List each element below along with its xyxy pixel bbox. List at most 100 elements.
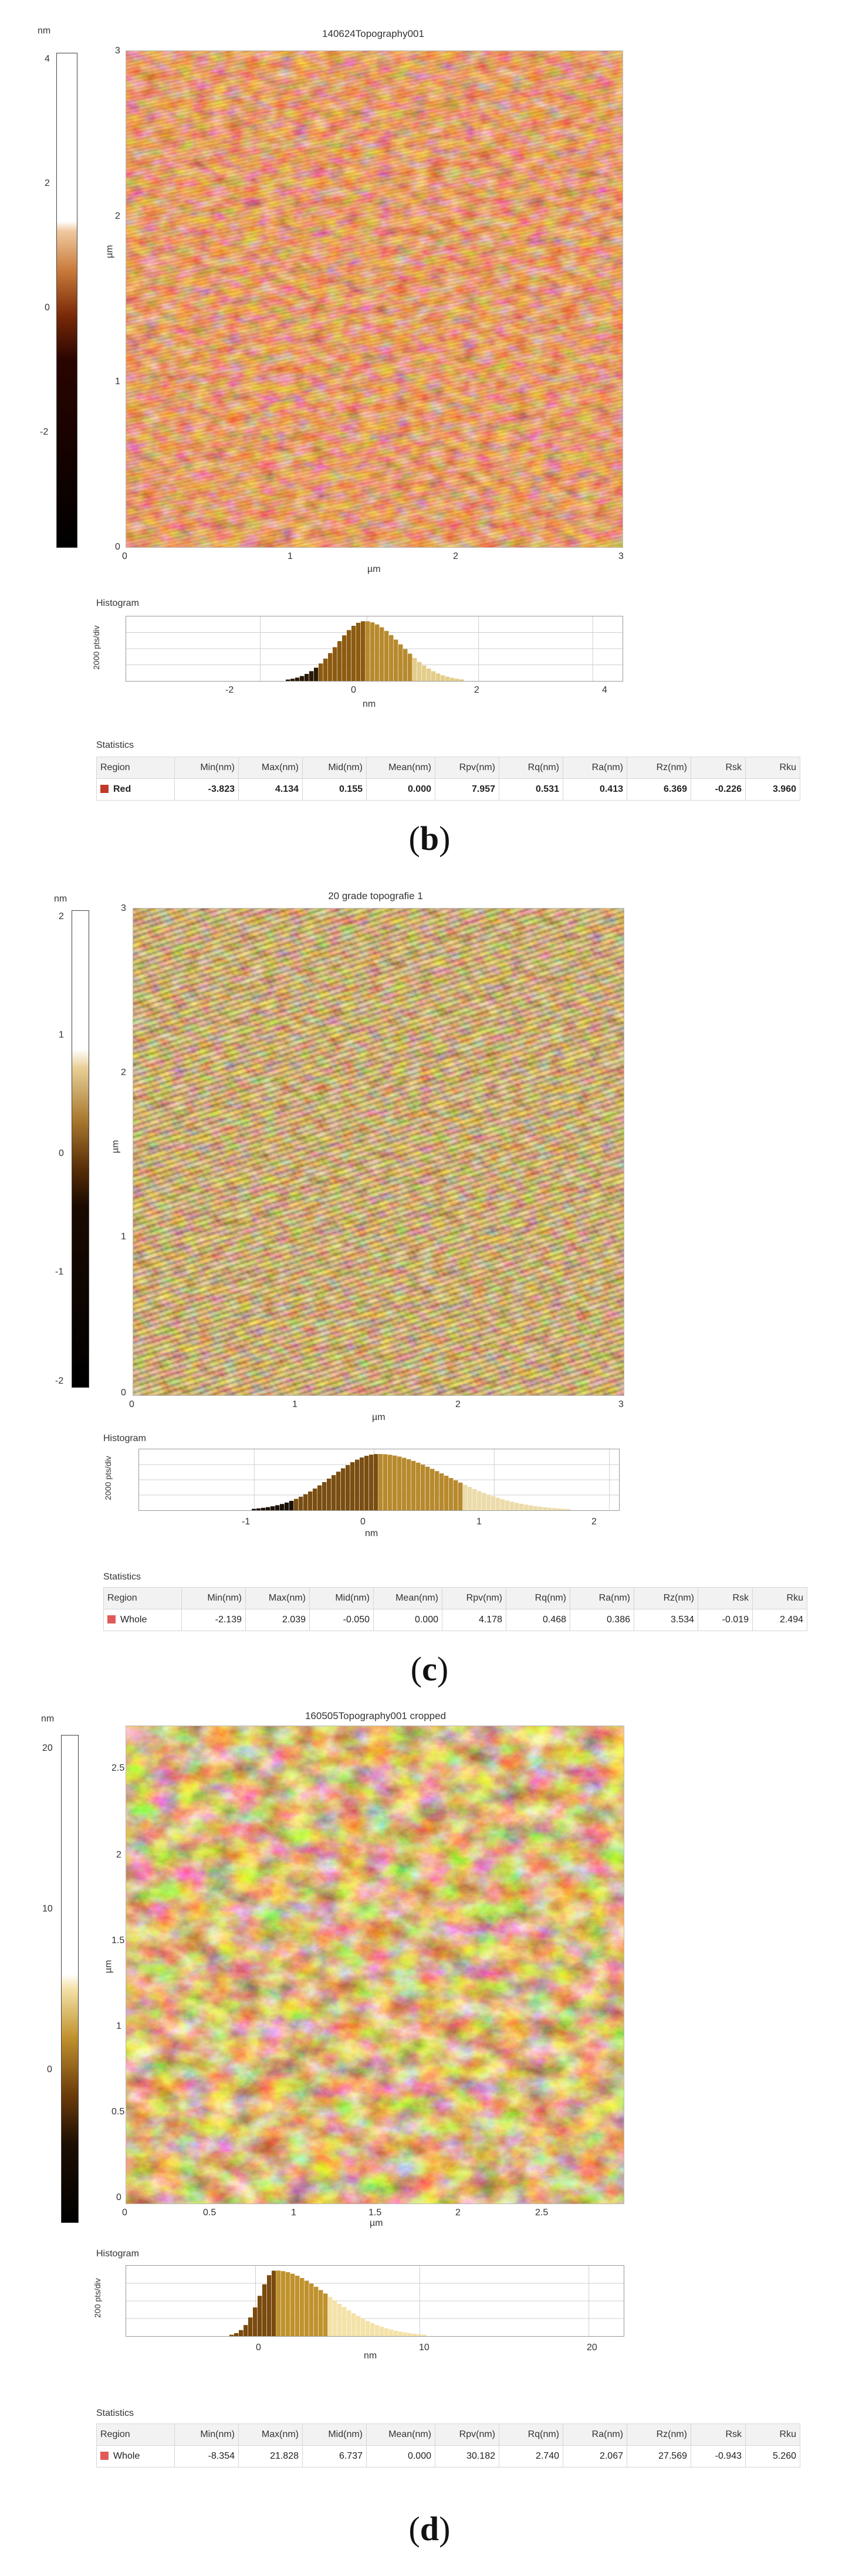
stats-cell: 4.178 [442,1609,506,1631]
histogram-bar [314,2286,319,2336]
histogram-bar [403,2332,408,2336]
histogram-plot [126,616,623,682]
histogram-bar [547,1507,552,1510]
histogram-bar [411,1460,416,1510]
panel-c: nm 2 1 0 -1 -2 20 grade topografie 1 µm … [0,880,859,1713]
histogram-bar [280,1504,285,1510]
histogram-tick: 0 [360,1517,366,1527]
histogram-bar [337,641,342,681]
histogram-bar [529,1505,533,1510]
stats-header-cell: Region [103,1587,182,1609]
stats-cell: -2.139 [181,1609,246,1631]
histogram-bar [380,627,384,681]
histogram-tick: 0 [351,685,356,695]
histogram-bar [408,2333,412,2336]
stats-row: Whole -8.354 21.828 6.737 0.000 30.182 2.740 2.… [96,2445,800,2467]
stats-cell: 7.957 [435,778,499,801]
histogram-bar [468,1487,472,1510]
y-tick: 2.5 [111,1763,125,1773]
histogram-bar [384,2328,389,2336]
stats-cell: Whole [103,1609,182,1631]
x-tick: 2 [453,551,458,561]
y-tick: 1 [121,1232,126,1242]
stats-header-cell: Rsk [698,1587,753,1609]
histogram-bar [275,1505,280,1510]
y-tick: 0 [121,1388,126,1398]
stats-header-cell: Max(nm) [245,1587,310,1609]
histogram-bar [295,2275,300,2336]
colorbar [61,1735,79,2223]
stats-header-cell: Ra(nm) [563,757,627,779]
histogram-tick: 2 [474,685,479,695]
histogram-bar [319,663,323,681]
histogram-bar [303,1494,308,1510]
histogram-bar [375,2325,380,2336]
x-tick: 0 [122,551,127,561]
stats-row: Whole -2.139 2.039 -0.050 0.000 4.178 0.468 0.3… [103,1609,807,1631]
histogram-bar [319,2290,323,2336]
histogram-bar [248,2317,253,2336]
histogram-bar [366,2321,370,2336]
x-axis-label: µm [367,564,381,574]
stats-header-cell: Rpv(nm) [442,1587,506,1609]
stats-cell: 2.067 [563,2445,627,2467]
stats-header-cell: Rsk [691,2424,746,2446]
histogram-bar [350,1462,355,1510]
histogram-bar [505,1500,510,1510]
stats-header-cell: Mean(nm) [366,757,435,779]
histogram-ylabel: 2000 pts/div [91,625,101,670]
stats-cell: 0.000 [373,1609,442,1631]
histogram-bar [346,1465,350,1510]
stats-cell: -0.019 [698,1609,753,1631]
x-axis-label: µm [370,2218,383,2228]
histogram-bar [397,1456,402,1510]
histogram-bar [435,1471,439,1510]
colorbar-unit: nm [54,894,67,904]
histogram-bar [486,1494,491,1510]
histogram-bar [314,667,319,681]
histogram-bar [234,2333,239,2336]
histogram-bar [445,676,450,681]
histogram-bar [341,1468,346,1510]
stats-cell: 0.000 [366,2445,435,2467]
histogram-bar [309,671,314,681]
histogram-bar [262,2284,267,2336]
y-axis-label: µm [103,1960,114,1974]
histogram-bar [305,2280,309,2336]
panel-b: nm 4 2 0 -2 140624Topography001 µm 3 2 1… [0,0,859,892]
stats-header-cell: Rq(nm) [506,1587,570,1609]
histogram-tick: 2 [591,1517,597,1527]
histogram-title: Histogram [103,1433,146,1443]
stats-header-cell: Min(nm) [181,1587,246,1609]
histogram-tick: 1 [476,1517,482,1527]
histogram-bar [552,1508,557,1510]
statistics-title: Statistics [96,740,134,750]
histogram-bar [300,676,305,681]
histogram-bar [336,1472,341,1510]
stats-header-cell: Mid(nm) [309,1587,374,1609]
histogram-bar [239,2330,244,2336]
stats-header-cell: Ra(nm) [563,2424,627,2446]
topography-image [126,1726,624,2204]
stats-cell: 2.494 [752,1609,807,1631]
stats-cell: -3.823 [174,778,239,801]
stats-header-cell: Rku [745,757,800,779]
stats-cell: 0.000 [366,778,435,801]
y-tick: 0.5 [111,2107,125,2117]
colorbar-unit: nm [41,1714,55,1724]
histogram-tick: 4 [602,685,607,695]
histogram-bar [252,1509,256,1510]
stats-cell: Whole [96,2445,175,2467]
stats-header-cell: Mean(nm) [366,2424,435,2446]
histogram-bar [533,1506,538,1510]
histogram-title: Histogram [96,2249,139,2259]
histogram-bar [403,649,408,681]
histogram-bar [369,1455,374,1510]
histogram-bar [364,1456,369,1510]
colorbar-tick: -2 [40,427,49,437]
histogram-tick: 0 [256,2343,261,2353]
histogram-bar [323,658,328,681]
histogram-bar [356,622,361,681]
colorbar-tick: 0 [59,1148,64,1158]
histogram-bar [455,679,459,681]
